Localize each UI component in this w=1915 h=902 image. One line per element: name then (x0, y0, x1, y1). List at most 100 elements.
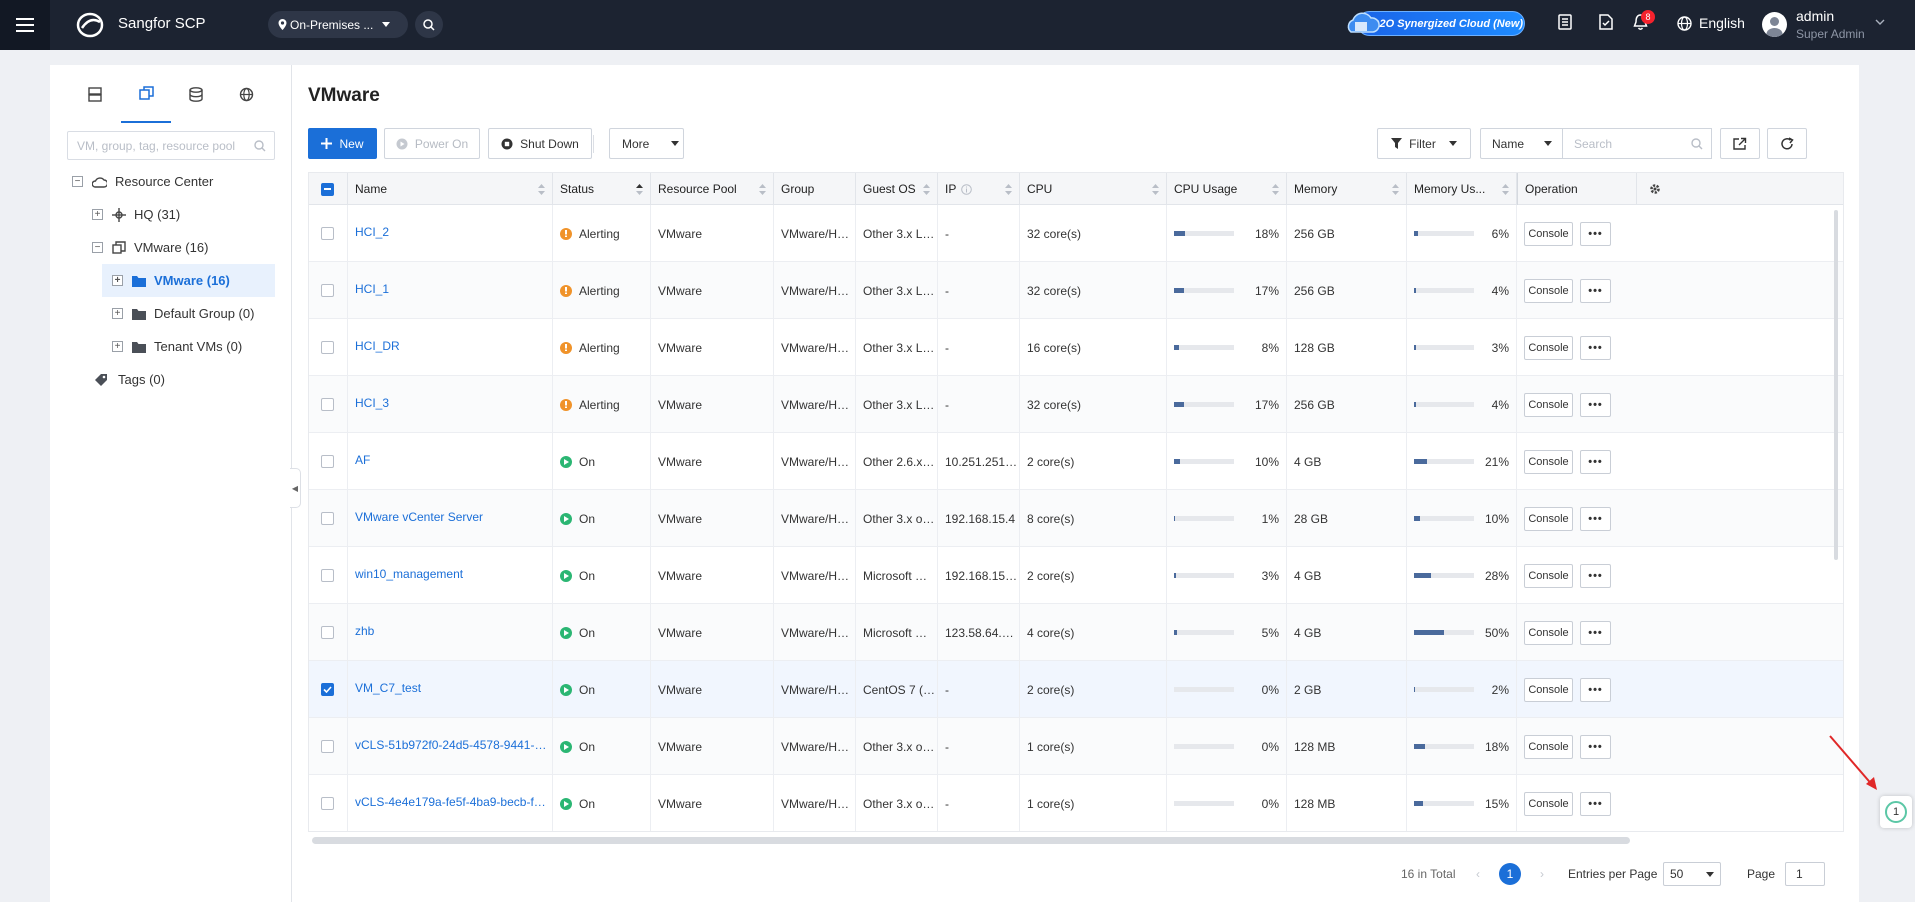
row-checkbox[interactable] (321, 455, 334, 468)
floating-assistant-button[interactable]: 1 (1880, 796, 1912, 828)
refresh-button[interactable] (1767, 128, 1807, 159)
tab-storage[interactable] (171, 65, 221, 123)
column-header-guest-os[interactable]: Guest OS (856, 173, 938, 205)
chevron-down-icon[interactable] (1875, 19, 1885, 25)
row-checkbox[interactable] (321, 341, 334, 354)
console-button[interactable]: Console (1524, 278, 1573, 303)
expand-toggle-icon[interactable]: + (112, 275, 123, 286)
table-row[interactable]: vCLS-51b972f0-24d5-4578-9441-cefa06... On… (309, 718, 1843, 775)
collapse-panel-handle[interactable]: ◀ (290, 468, 301, 508)
operation-cell[interactable]: Console ••• (1517, 262, 1843, 319)
more-actions-icon[interactable]: ••• (1580, 791, 1611, 816)
more-dropdown[interactable]: More (609, 128, 684, 159)
vm-name-link[interactable]: vCLS-51b972f0-24d5-4578-9441-cefa06... (355, 737, 552, 752)
row-select-cell[interactable] (309, 490, 348, 547)
more-actions-icon[interactable]: ••• (1580, 278, 1611, 303)
per-page-select[interactable]: 50 (1663, 862, 1721, 886)
table-row[interactable]: HCI_3 Alerting VMware VMware/HQ... Other 3.x… (309, 376, 1843, 433)
row-select-cell[interactable] (309, 775, 348, 831)
user-avatar[interactable] (1762, 12, 1787, 37)
collapse-toggle-icon[interactable]: − (72, 176, 83, 187)
row-select-cell[interactable] (309, 205, 348, 262)
page-number-current[interactable]: 1 (1499, 863, 1521, 885)
operation-cell[interactable]: Console ••• (1517, 775, 1843, 831)
console-button[interactable]: Console (1524, 506, 1573, 531)
tab-network[interactable] (221, 65, 271, 123)
row-checkbox[interactable] (321, 626, 334, 639)
vm-name-link[interactable]: VMware vCenter Server (355, 509, 484, 524)
name-cell[interactable]: HCI_3 (348, 376, 553, 433)
page-jump-input[interactable]: 1 (1785, 862, 1825, 886)
name-cell[interactable]: zhb (348, 604, 553, 661)
row-select-cell[interactable] (309, 319, 348, 376)
row-checkbox[interactable] (321, 284, 334, 297)
horizontal-scrollbar[interactable] (312, 837, 1630, 844)
tree-search-input[interactable]: VM, group, tag, resource pool (67, 131, 275, 160)
filter-button[interactable]: Filter (1377, 128, 1471, 159)
user-name[interactable]: admin (1796, 8, 1835, 24)
next-page-icon[interactable]: › (1540, 867, 1544, 881)
console-button[interactable]: Console (1524, 392, 1573, 417)
row-checkbox[interactable] (321, 569, 334, 582)
column-header-cpu-usage[interactable]: CPU Usage (1167, 173, 1287, 205)
tree-node-default-group[interactable]: + Default Group (0) (112, 297, 275, 330)
table-row[interactable]: VMware vCenter Server On VMware VMware/HQ..… (309, 490, 1843, 547)
name-cell[interactable]: win10_management (348, 547, 553, 604)
shut-down-button[interactable]: Shut Down (488, 128, 592, 159)
language-selector[interactable]: English (1677, 15, 1745, 31)
table-row[interactable]: win10_management On VMware VMware/HQ... Micr… (309, 547, 1843, 604)
more-actions-icon[interactable]: ••• (1580, 506, 1611, 531)
document-icon[interactable] (1598, 14, 1613, 30)
more-actions-icon[interactable]: ••• (1580, 221, 1611, 246)
row-checkbox[interactable] (321, 227, 334, 240)
vm-name-link[interactable]: VM_C7_test (355, 680, 422, 695)
console-button[interactable]: Console (1524, 563, 1573, 588)
table-row[interactable]: HCI_1 Alerting VMware VMware/HQ... Other 3.x… (309, 262, 1843, 319)
tree-node-tenant-vms[interactable]: + Tenant VMs (0) (112, 330, 275, 363)
tree-node-resource-center[interactable]: − Resource Center (72, 165, 275, 198)
expand-toggle-icon[interactable]: + (112, 308, 123, 319)
export-button[interactable] (1720, 128, 1760, 159)
name-cell[interactable]: AF (348, 433, 553, 490)
location-selector[interactable]: On-Premises ... (268, 11, 408, 38)
more-actions-icon[interactable]: ••• (1580, 677, 1611, 702)
vm-name-link[interactable]: HCI_2 (355, 224, 390, 239)
row-select-cell[interactable] (309, 262, 348, 319)
global-search-icon[interactable] (415, 11, 443, 38)
name-cell[interactable]: HCI_DR (348, 319, 553, 376)
name-cell[interactable]: vCLS-51b972f0-24d5-4578-9441-cefa06... (348, 718, 553, 775)
column-settings-icon[interactable] (1637, 173, 1843, 205)
table-row[interactable]: HCI_DR Alerting VMware VMware/HQ... Other 3.… (309, 319, 1843, 376)
table-row[interactable]: HCI_2 Alerting VMware VMware/HQ... Other 3.x… (309, 205, 1843, 262)
vm-name-link[interactable]: vCLS-4e4e179a-fe5f-4ba9-becb-f5b1e8... (355, 794, 552, 809)
table-row[interactable]: zhb On VMware VMware/HQ... Microsoft Wi... 12… (309, 604, 1843, 661)
search-field-select[interactable]: Name (1480, 128, 1563, 159)
console-button[interactable]: Console (1524, 620, 1573, 645)
operation-cell[interactable]: Console ••• (1517, 205, 1843, 262)
new-button[interactable]: New (308, 128, 377, 159)
column-header-cpu[interactable]: CPU (1020, 173, 1167, 205)
column-header-status[interactable]: Status (553, 173, 651, 205)
console-button[interactable]: Console (1524, 677, 1573, 702)
prev-page-icon[interactable]: ‹ (1476, 867, 1480, 881)
tree-node-hq[interactable]: + HQ (31) (92, 198, 275, 231)
more-actions-icon[interactable]: ••• (1580, 449, 1611, 474)
name-cell[interactable]: HCI_1 (348, 262, 553, 319)
task-list-icon[interactable] (1558, 14, 1572, 30)
row-select-cell[interactable] (309, 604, 348, 661)
more-actions-icon[interactable]: ••• (1580, 620, 1611, 645)
console-button[interactable]: Console (1524, 734, 1573, 759)
column-header-memory[interactable]: Memory (1287, 173, 1407, 205)
collapse-toggle-icon[interactable]: − (92, 242, 103, 253)
operation-cell[interactable]: Console ••• (1517, 718, 1843, 775)
row-checkbox[interactable] (321, 683, 334, 696)
tree-node-vmware-group[interactable]: + VMware (16) (102, 264, 275, 297)
operation-cell[interactable]: Console ••• (1517, 604, 1843, 661)
tab-vms[interactable] (121, 65, 171, 123)
expand-toggle-icon[interactable]: + (112, 341, 123, 352)
vm-name-link[interactable]: HCI_3 (355, 395, 390, 410)
column-header-resource-pool[interactable]: Resource Pool (651, 173, 774, 205)
row-select-cell[interactable] (309, 718, 348, 775)
more-actions-icon[interactable]: ••• (1580, 335, 1611, 360)
name-cell[interactable]: VM_C7_test (348, 661, 553, 718)
